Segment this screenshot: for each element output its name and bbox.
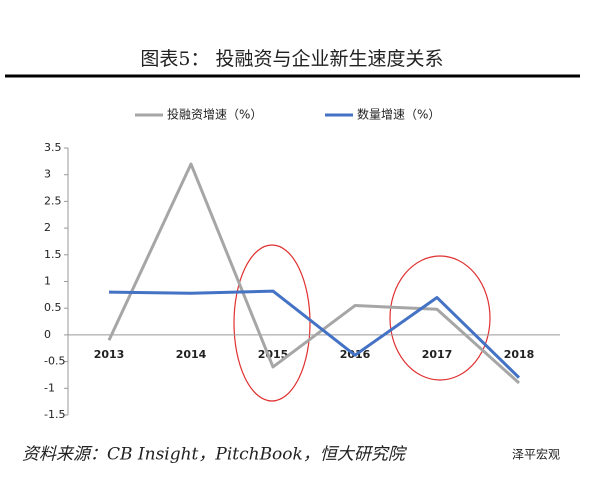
source-note: 资料来源：CB Insight，PitchBook，恒大研究院 xyxy=(22,445,408,465)
y-tick-label: -1.5 xyxy=(44,408,65,421)
chart-title: 图表5： 投融资与企业新生速度关系 xyxy=(140,48,443,70)
x-tick-label: 2017 xyxy=(422,348,453,361)
legend-label: 投融资增速（%） xyxy=(167,107,262,122)
y-tick-label: 0 xyxy=(44,328,51,341)
y-tick-label: 1 xyxy=(44,275,51,288)
legend-label: 数量增速（%） xyxy=(357,107,440,122)
highlight-ellipse xyxy=(389,255,491,381)
x-tick-label: 2013 xyxy=(94,348,125,361)
series-line xyxy=(107,162,521,385)
y-tick-label: 2.5 xyxy=(44,194,62,207)
series-line xyxy=(108,289,521,379)
x-tick-label: 2014 xyxy=(176,348,207,361)
y-tick-label: 0.5 xyxy=(44,301,62,314)
watermark: 泽平宏观 xyxy=(512,447,560,462)
y-tick-label: -0.5 xyxy=(44,355,65,368)
y-tick-label: 2 xyxy=(44,221,51,234)
y-tick-label: 1.5 xyxy=(44,248,62,261)
y-tick-label: 3 xyxy=(44,168,51,181)
x-tick-label: 2018 xyxy=(504,348,535,361)
y-tick-label: 3.5 xyxy=(44,141,62,154)
highlight-ellipse xyxy=(233,244,311,402)
y-tick-label: -1 xyxy=(44,381,55,394)
